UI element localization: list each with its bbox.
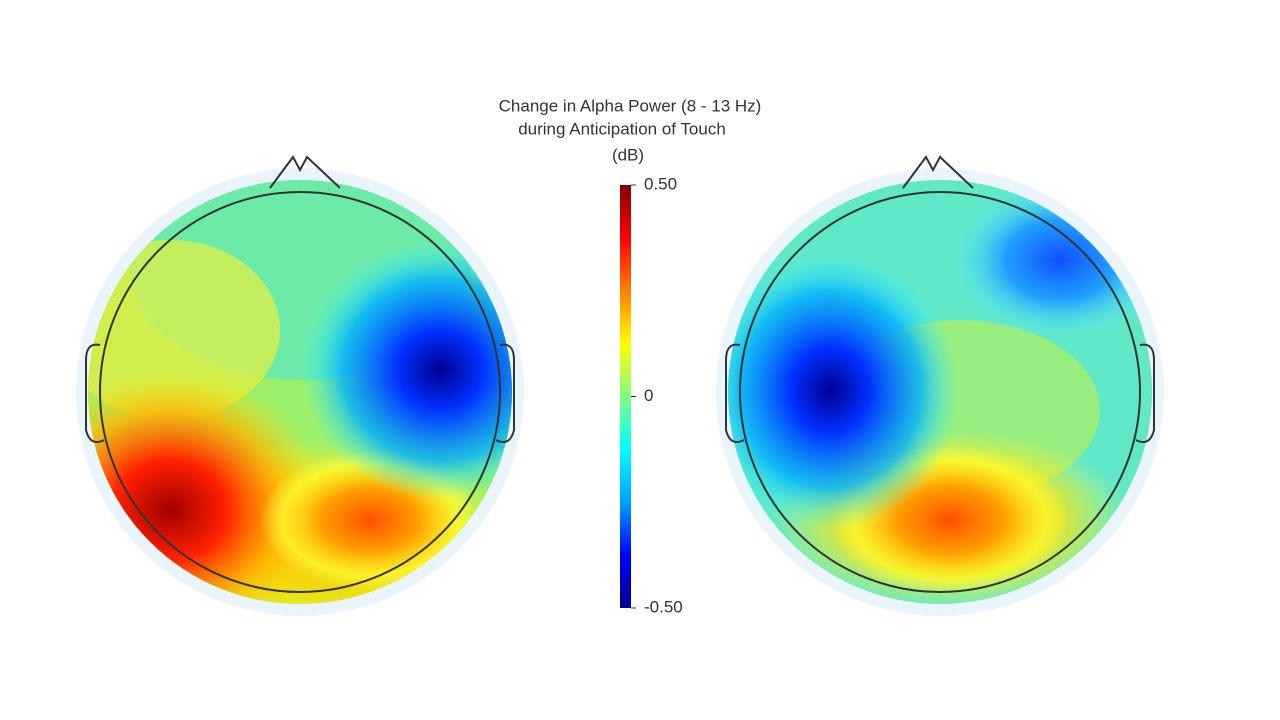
colorbar-tick-label: 0.50 [644,174,677,193]
title-line: Change in Alpha Power (8 - 13 Hz) [499,96,762,115]
title-line: during Anticipation of Touch [518,119,726,138]
unit-label: (dB) [612,145,644,164]
colorbar [620,185,631,608]
topomap-right [716,155,1164,616]
colorbar-tick-label: 0 [644,386,653,405]
topomap-left [76,155,524,616]
colorbar-tick-label: -0.50 [644,597,683,616]
